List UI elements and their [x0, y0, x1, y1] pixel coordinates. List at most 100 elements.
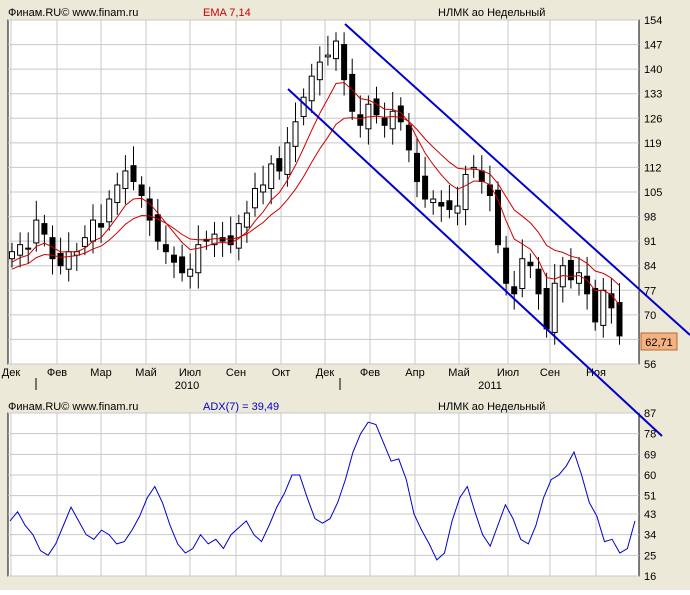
price-x-tick-label: Дек — [2, 367, 21, 379]
candle-body — [90, 219, 96, 242]
candle-body — [187, 268, 194, 277]
channel-line-lower — [287, 88, 663, 437]
candle-body — [567, 259, 574, 281]
candle-body — [292, 121, 299, 147]
candle-body — [260, 184, 267, 193]
candle-body — [478, 170, 485, 182]
adx-y-axis: 87 78 69 60 51 43 34 25 16 — [644, 408, 656, 583]
adx-y-tick-label: 69 — [644, 449, 656, 461]
price-x-tick-label: Сен — [226, 367, 246, 379]
candle-body — [381, 117, 388, 126]
price-x-tick-label: Фев — [360, 367, 380, 379]
candle-body — [430, 198, 437, 204]
candle-body — [511, 286, 518, 295]
year-label-2010: 2010 — [175, 380, 199, 392]
candle-body — [527, 261, 534, 267]
candle-body — [454, 205, 461, 214]
candle-body — [414, 152, 420, 182]
candle-body — [608, 293, 615, 309]
candle-body — [357, 114, 364, 126]
last-value-label: 62,71 — [645, 337, 673, 349]
candle-body — [106, 198, 113, 223]
price-y-tick-label: 140 — [644, 64, 662, 76]
candle-body — [324, 54, 331, 58]
price-x-tick-label: Май — [135, 367, 157, 379]
price-x-tick-label: Май — [448, 367, 470, 379]
adx-instrument-label: НЛМК ао Недельный — [438, 401, 545, 413]
candle-body — [389, 110, 396, 130]
candle-body — [300, 96, 307, 118]
candle-body — [17, 244, 24, 256]
candle-body — [146, 198, 153, 221]
ema-slow-line — [11, 115, 620, 287]
price-series-layer — [9, 32, 623, 345]
candle-body — [235, 223, 242, 249]
candle-body — [422, 175, 429, 200]
adx-y-tick-label: 78 — [644, 429, 656, 441]
price-y-tick-label: 133 — [644, 89, 662, 101]
adx-y-tick-label: 34 — [644, 530, 656, 542]
candle-body — [98, 223, 105, 228]
candle-body — [316, 61, 323, 81]
candle-body — [122, 170, 129, 189]
ema-fast-line — [11, 81, 620, 306]
candle-body — [284, 142, 291, 175]
last-value-box — [640, 332, 678, 351]
candle-body — [9, 251, 15, 260]
candle-body — [576, 272, 582, 284]
candle-body — [584, 275, 591, 295]
candle-body — [227, 235, 234, 246]
candle-body — [138, 184, 145, 197]
candle-body — [252, 187, 258, 209]
candle-body — [154, 214, 161, 242]
price-x-tick-label: Фев — [47, 367, 67, 379]
price-y-tick-label: 70 — [644, 310, 656, 322]
candle-body — [446, 200, 453, 211]
candle-body — [349, 73, 356, 112]
candle-body — [333, 40, 339, 60]
channel-line-upper — [344, 23, 690, 336]
candle-body — [57, 252, 64, 267]
year-label-2011: 2011 — [478, 380, 502, 392]
adx-source-label: Финам.RU© www.finam.ru — [8, 401, 138, 413]
candle-body — [162, 244, 169, 253]
price-x-tick-label: Мар — [90, 367, 112, 379]
price-y-tick-label: 98 — [644, 212, 656, 224]
candle-body — [268, 163, 275, 189]
price-x-tick-label: Дек — [316, 367, 335, 379]
adx-y-tick-label: 25 — [644, 550, 656, 562]
candle-body — [495, 189, 501, 246]
price-y-tick-label: 126 — [644, 113, 662, 125]
price-y-tick-label: 91 — [644, 236, 656, 248]
price-source-label: Финам.RU© www.finam.ru — [8, 7, 138, 19]
candle-body — [25, 247, 32, 250]
adx-plot-area — [7, 412, 640, 577]
price-y-tick-label: 119 — [644, 138, 662, 150]
candle-body — [405, 124, 412, 151]
price-x-tick-label: Июл — [179, 367, 201, 379]
price-x-axis: Дек Фев Мар Май Июл Сен Окт Дек Фев Апр Май Июл Сен Н… — [2, 367, 606, 379]
adx-line — [9, 421, 636, 561]
candle-body — [276, 158, 283, 172]
candle-body — [308, 75, 315, 102]
candle-body — [195, 244, 202, 274]
adx-y-tick-label: 16 — [644, 571, 656, 583]
price-x-tick-label: Сен — [540, 367, 560, 379]
price-y-tick-label: 56 — [644, 359, 656, 371]
candle-body — [616, 302, 623, 337]
price-x-tick-label: Июл — [497, 367, 519, 379]
price-grid — [8, 19, 639, 365]
candle-body — [41, 223, 48, 235]
candle-body — [373, 98, 380, 116]
price-instrument-label: НЛМК ао Недельный — [438, 7, 545, 19]
price-y-tick-label: 154 — [644, 15, 662, 27]
candle-body — [219, 237, 226, 242]
candle-body — [543, 288, 550, 330]
adx-y-tick-label: 43 — [644, 509, 656, 521]
price-indicator-label: EMA 7,14 — [203, 7, 251, 19]
candle-body — [535, 268, 542, 295]
adx-y-tick-label: 60 — [644, 470, 656, 482]
price-y-tick-label: 147 — [644, 40, 662, 52]
